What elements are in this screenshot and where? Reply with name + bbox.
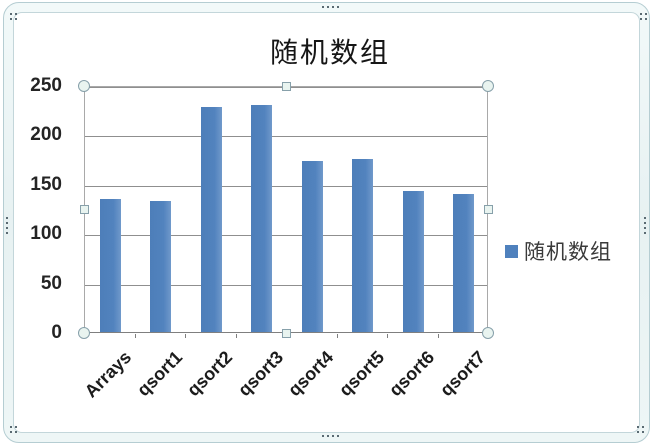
- bar-qsort2[interactable]: [200, 106, 222, 332]
- grip-dot: [644, 222, 646, 224]
- grip-dot: [15, 426, 17, 428]
- bar-qsort3[interactable]: [251, 104, 273, 332]
- plot-area[interactable]: [84, 86, 488, 333]
- grip-dot: [640, 18, 642, 20]
- x-axis-tick: [336, 334, 338, 338]
- bar-qsort7[interactable]: [453, 193, 475, 332]
- bar-qsort5[interactable]: [352, 159, 374, 332]
- grip-dot: [332, 6, 334, 8]
- x-axis-tick: [387, 334, 388, 338]
- grip-dot: [6, 232, 8, 234]
- grip-dot: [637, 431, 639, 433]
- grip-dot: [640, 13, 642, 15]
- y-axis-label-0[interactable]: 0: [51, 322, 62, 343]
- grip-dot: [10, 13, 12, 15]
- grip-dot: [644, 227, 646, 229]
- legend[interactable]: 随机数组: [505, 236, 612, 266]
- x-axis-tick: [235, 334, 237, 338]
- grip-dot: [644, 217, 646, 219]
- bar-qsort4[interactable]: [301, 161, 323, 332]
- grip-dot: [645, 18, 647, 20]
- x-axis-tick: [134, 334, 136, 338]
- grip-dot: [644, 232, 646, 234]
- y-axis-label-100[interactable]: 100: [30, 223, 62, 245]
- grip-dot: [15, 18, 17, 20]
- grip-dot: [10, 426, 12, 428]
- gridline-200: [85, 136, 487, 138]
- selection-handle-top-mid[interactable]: [281, 81, 291, 91]
- legend-label: 随机数组: [524, 240, 612, 264]
- gridline-100: [85, 235, 487, 237]
- grip-dot: [10, 18, 12, 20]
- y-axis-label-50[interactable]: 50: [40, 272, 62, 294]
- selection-handle-bottom-right[interactable]: [482, 327, 494, 339]
- x-axis-tick: [185, 334, 186, 338]
- y-axis-label-200[interactable]: 200: [30, 124, 62, 146]
- grip-dot: [642, 431, 644, 433]
- grip-dot: [322, 6, 324, 8]
- gridline-50: [85, 284, 487, 286]
- grip-dot: [637, 426, 639, 428]
- selection-handle-bottom-mid[interactable]: [281, 328, 291, 338]
- grip-dot: [645, 13, 647, 15]
- grip-dot: [6, 227, 8, 229]
- grip-dot: [322, 435, 324, 437]
- grip-dot: [15, 431, 17, 433]
- bar-qsort1[interactable]: [150, 200, 172, 332]
- grip-dot: [337, 6, 339, 8]
- chart-frame[interactable]: [3, 2, 650, 443]
- selection-handle-mid-left[interactable]: [79, 205, 89, 214]
- grip-dot: [337, 435, 339, 437]
- bar-Arrays[interactable]: [99, 198, 121, 332]
- grip-dot: [15, 13, 17, 15]
- legend-marker-icon: [505, 244, 518, 258]
- selection-handle-top-left[interactable]: [78, 80, 90, 92]
- grip-dot: [10, 431, 12, 433]
- selection-handle-bottom-left[interactable]: [78, 327, 90, 339]
- selection-handle-mid-right[interactable]: [483, 205, 493, 214]
- gridline-150: [85, 185, 487, 187]
- y-axis-label-250[interactable]: 250: [30, 75, 62, 96]
- grip-dot: [332, 435, 334, 437]
- chart-title[interactable]: 随机数组: [269, 36, 390, 69]
- y-axis-label-150[interactable]: 150: [30, 173, 62, 195]
- grip-dot: [6, 217, 8, 219]
- grip-dot: [6, 222, 8, 224]
- x-axis-tick: [437, 334, 439, 338]
- bar-qsort6[interactable]: [402, 190, 424, 332]
- selection-handle-top-right[interactable]: [482, 80, 494, 92]
- grip-dot: [327, 435, 329, 437]
- grip-dot: [642, 426, 644, 428]
- grip-dot: [327, 6, 329, 8]
